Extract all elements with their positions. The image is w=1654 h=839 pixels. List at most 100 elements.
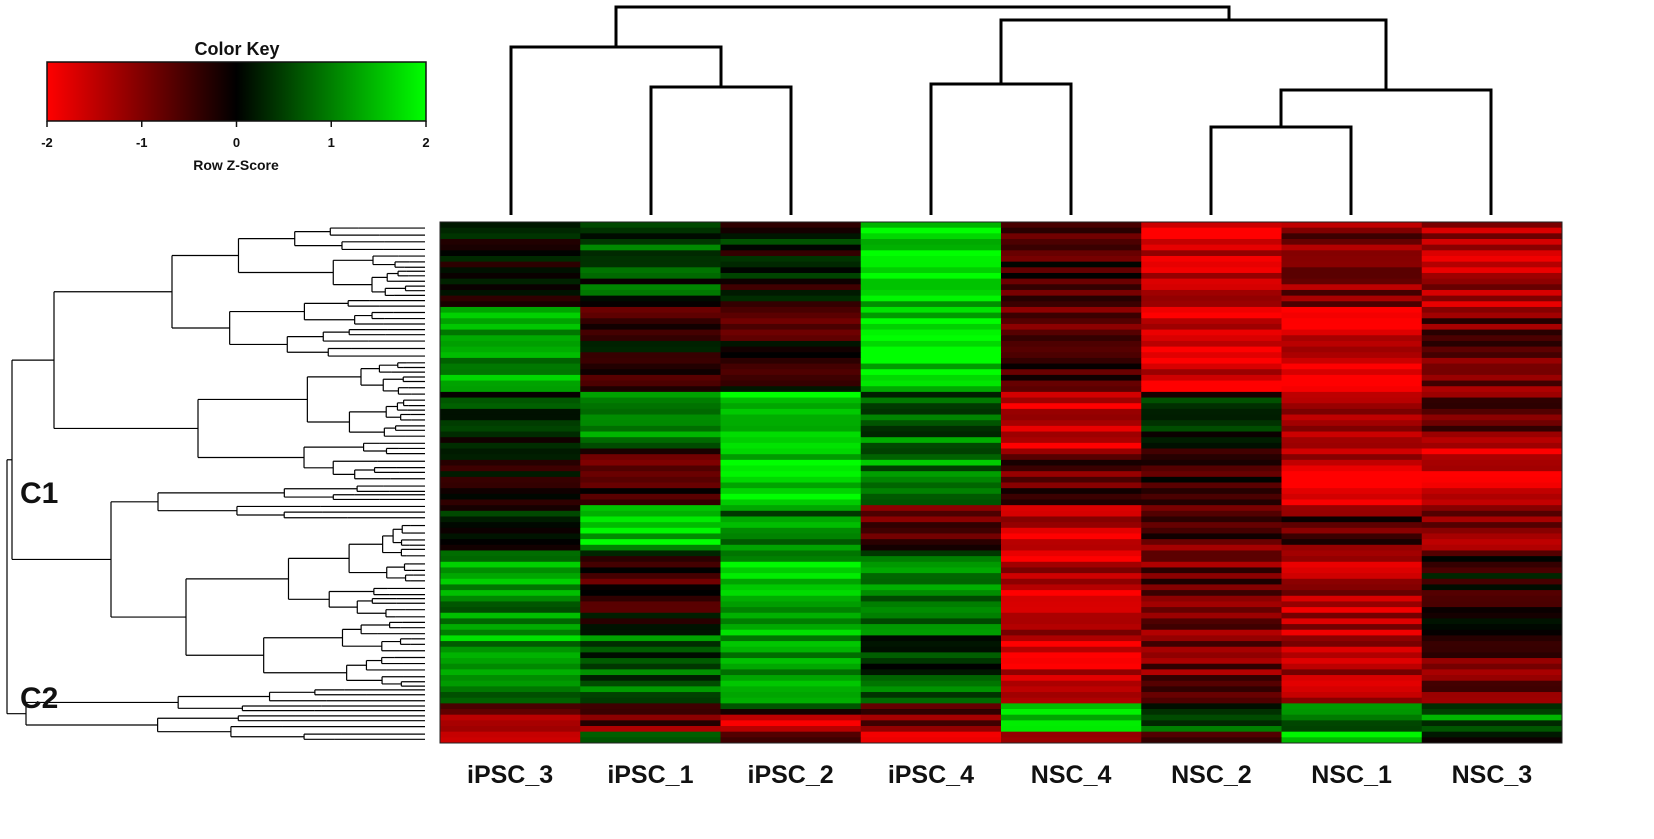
heatmap-cell (1281, 437, 1423, 444)
heatmap-cell (1001, 493, 1142, 500)
heatmap-cell (720, 233, 862, 240)
heatmap-cell (440, 346, 581, 353)
heatmap-cell (1141, 709, 1282, 716)
heatmap-cell (440, 624, 581, 631)
heatmap-cell (720, 289, 862, 297)
heatmap-cell (580, 267, 721, 274)
heatmap-cell (720, 737, 862, 744)
heatmap-cell (440, 465, 581, 472)
heatmap-cell (1141, 505, 1282, 512)
heatmap-cell (1281, 391, 1423, 399)
heatmap-cell (1001, 278, 1142, 285)
heatmap-cell (860, 556, 1002, 563)
heatmap-cell (1001, 374, 1142, 382)
heatmap-cell (1141, 408, 1282, 416)
heatmap-cell (1281, 567, 1423, 574)
heatmap-cell (720, 374, 862, 382)
heatmap-cell (1421, 448, 1563, 455)
heatmap-cell (1141, 567, 1282, 574)
heatmap-cell (1421, 431, 1563, 438)
heatmap-cell (1001, 442, 1142, 450)
heatmap-cell (1281, 584, 1423, 591)
heatmap-cell (860, 476, 1002, 483)
heatmap-cell (860, 703, 1002, 710)
heatmap-cell (1421, 692, 1563, 699)
heatmap-cell (720, 544, 862, 551)
heatmap-cell (720, 482, 862, 489)
heatmap-cell (440, 590, 581, 597)
cluster-label-c2: C2 (20, 682, 58, 715)
heatmap-cell (860, 233, 1002, 240)
heatmap-cell (580, 550, 721, 557)
heatmap-cell (580, 505, 721, 512)
heatmap-cell (580, 510, 721, 517)
heatmap-cell (1001, 697, 1142, 704)
heatmap-cell (440, 607, 581, 614)
heatmap-cell (1281, 301, 1423, 308)
heatmap-cell (580, 471, 721, 478)
heatmap-cell (1421, 578, 1563, 585)
heatmap-cell (720, 386, 862, 393)
heatmap-cell (1421, 590, 1563, 597)
heatmap-cell (720, 488, 862, 495)
heatmap-cell (860, 505, 1002, 512)
heatmap-cell (860, 459, 1002, 467)
heatmap-cell (1141, 731, 1282, 738)
heatmap-cell (1001, 238, 1142, 246)
heatmap-cell (1421, 391, 1563, 399)
heatmap-cell (1281, 601, 1423, 608)
heatmap-cell (1421, 340, 1563, 348)
heatmap-cell (860, 482, 1002, 489)
heatmap-cell (1001, 397, 1142, 404)
heatmap-cell (440, 720, 581, 727)
heatmap-cell (440, 692, 581, 699)
heatmap-cell (720, 329, 862, 336)
heatmap-cell (580, 323, 721, 331)
heatmap-cell (1141, 323, 1282, 331)
heatmap-cell (440, 357, 581, 365)
heatmap-cell (1001, 703, 1142, 710)
heatmap-cell (580, 561, 721, 568)
heatmap-cell (580, 533, 721, 540)
heatmap-cell (1141, 675, 1282, 682)
heatmap-cell (1141, 590, 1282, 597)
heatmap-cell (1421, 556, 1563, 563)
heatmap-cell (580, 425, 721, 433)
heatmap-cell (860, 295, 1002, 302)
heatmap-cell (580, 629, 721, 636)
heatmap-cell (580, 420, 721, 427)
heatmap-cell (1421, 601, 1563, 608)
heatmap-cell (1421, 233, 1563, 240)
heatmap-cell (1281, 318, 1423, 325)
heatmap-cell (1421, 550, 1563, 557)
heatmap-cell (860, 454, 1002, 461)
heatmap-cell (1281, 471, 1423, 478)
heatmap-cell (1281, 233, 1423, 240)
heatmap-cell (1281, 731, 1423, 738)
color-key-tick-label: 2 (422, 135, 429, 150)
heatmap-cell (1421, 618, 1563, 625)
heatmap-cell (1141, 499, 1282, 506)
heatmap-cell (860, 510, 1002, 517)
heatmap-cell (580, 403, 721, 410)
heatmap-cell (1421, 697, 1563, 704)
col-dendro-branch (649, 85, 793, 215)
heatmap-cell (440, 363, 581, 370)
heatmap-cell (1141, 261, 1282, 268)
heatmap-cell (860, 346, 1002, 353)
heatmap-cell (1421, 289, 1563, 297)
heatmap-cell (580, 737, 721, 744)
heatmap-cell (1281, 709, 1423, 716)
heatmap-cell (1421, 471, 1563, 478)
heatmap-cell (440, 386, 581, 393)
cluster-label-c1: C1 (20, 477, 58, 510)
heatmap-cell (1281, 516, 1423, 523)
heatmap-cell (860, 267, 1002, 274)
heatmap-cell (1001, 289, 1142, 297)
heatmap-cell (1281, 629, 1423, 636)
heatmap-cell (1141, 618, 1282, 625)
heatmap-cell (860, 499, 1002, 506)
heatmap-cell (580, 363, 721, 370)
heatmap-cell (1421, 624, 1563, 631)
heatmap-cell (720, 726, 862, 733)
